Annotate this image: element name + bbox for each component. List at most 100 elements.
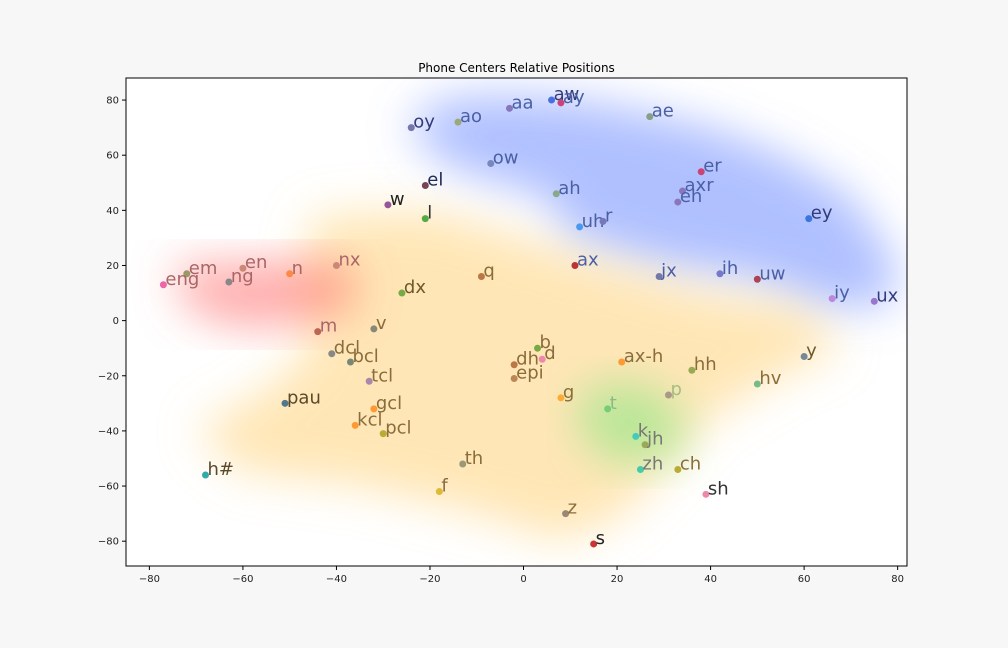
point-label: v [376,313,387,334]
point-label: tcl [371,365,393,386]
point-q: q [477,261,495,282]
x-tick-label: 40 [704,574,717,585]
point-dh: dh [510,349,539,370]
point-h_: h# [202,459,234,480]
point-marker [576,223,584,231]
point-label: d [544,343,555,364]
point-marker [641,441,649,449]
point-marker [664,391,672,399]
point-ax_h: ax-h [618,346,663,367]
point-marker [557,394,565,402]
point-marker [384,201,392,209]
y-axis: −80 −60 −40 −20 0 20 40 60 80 [98,96,126,548]
chart-title: Phone Centers Relative Positions [418,61,615,75]
x-tick-label: 60 [798,574,811,585]
point-f: f [435,476,448,497]
point-marker [655,273,663,281]
point-label: y [806,340,817,361]
point-label: t [610,393,617,414]
point-marker [435,488,443,496]
x-tick: −20 [419,566,441,585]
y-tick-label: 40 [106,206,119,217]
point-marker [351,421,359,429]
x-tick: 60 [798,566,811,585]
point-jx: jx [655,261,677,282]
cluster-regions [172,94,898,542]
x-axis: −80 −60 −40 −20 0 20 40 60 80 [139,566,904,585]
point-iy: iy [828,283,850,304]
point-el: el [421,170,443,191]
point-marker [753,380,761,388]
point-marker [225,278,233,286]
point-label: ax [577,249,599,270]
point-label: hh [694,354,717,375]
point-z: z [562,498,577,519]
point-label: pcl [385,418,411,439]
point-hv: hv [753,368,782,389]
point-marker [505,104,513,112]
point-marker [534,344,542,352]
point-label: hv [759,368,781,389]
point-marker [510,375,518,383]
y-tick: −20 [98,371,126,382]
point-marker [702,490,710,498]
point-marker [477,273,485,281]
point-m: m [314,316,337,337]
point-marker [618,358,626,366]
point-marker [552,190,560,198]
point-label: ao [460,106,482,127]
point-label: eh [680,186,702,207]
point-marker [281,399,289,407]
point-marker [632,432,640,440]
point-marker [590,540,598,548]
point-ae: ae [646,101,674,122]
point-marker [487,159,495,167]
point-ey: ey [805,203,833,224]
point-marker [646,113,654,121]
y-tick-label: 60 [106,151,119,162]
point-marker [800,352,808,360]
point-sh: sh [702,478,729,499]
point-label: jx [660,261,677,282]
y-tick: −40 [98,426,126,437]
y-tick: 20 [106,261,126,272]
point-label: gcl [376,393,402,414]
point-g: g [557,382,574,403]
point-marker [753,275,761,283]
cluster-region-3 [579,381,688,464]
point-label: h# [208,459,235,480]
point-marker [688,366,696,374]
y-tick: −80 [98,537,126,548]
point-marker [202,471,210,479]
point-eh: eh [674,186,702,207]
point-ux: ux [870,285,899,306]
point-hh: hh [688,354,717,375]
y-tick: 80 [106,96,126,107]
point-label: n [292,258,303,279]
y-tick: 40 [106,206,126,217]
point-epi: epi [510,363,544,384]
point-eng: eng [159,269,199,290]
point-label: bcl [352,346,378,367]
point-marker [679,187,687,195]
point-marker [604,405,612,413]
x-tick: −40 [326,566,347,585]
point-label: ng [231,266,254,287]
point-b: b [534,332,551,353]
point-pcl: pcl [379,418,412,439]
point-marker [805,215,813,223]
point-marker [398,289,406,297]
point-label: pau [287,387,321,408]
x-tick-label: 80 [891,574,904,585]
point-gcl: gcl [370,393,402,414]
point-label: zh [642,454,663,475]
point-marker [314,328,322,336]
point-jh: jh [641,429,664,450]
point-label: th [465,448,483,469]
point-label: aa [511,92,533,113]
point-marker [636,466,644,474]
point-marker [328,350,336,358]
point-s: s [590,528,605,549]
point-dcl: dcl [328,338,360,359]
point-n: n [286,258,303,279]
